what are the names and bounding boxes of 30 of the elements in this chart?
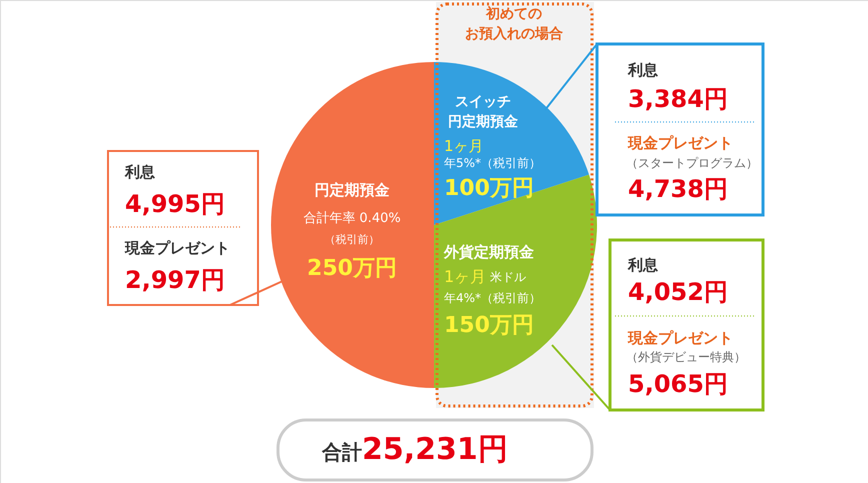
text: 1ヶ月 bbox=[444, 137, 484, 155]
text: 合計 bbox=[321, 440, 362, 464]
text: 5,065円 bbox=[628, 370, 728, 398]
text: 4,738円 bbox=[628, 175, 728, 203]
text: 3,384円 bbox=[628, 85, 728, 113]
slice-label: 円定期預金 bbox=[314, 181, 390, 199]
text: 利息 bbox=[627, 61, 659, 79]
text: 4,995円 bbox=[125, 190, 225, 218]
text: 現金プレゼント bbox=[124, 239, 230, 257]
text: 現金プレゼント bbox=[627, 329, 733, 347]
slice-label: スイッチ円定期預金 bbox=[448, 94, 519, 130]
text: 年4%*（税引前） bbox=[444, 291, 542, 305]
text: 1ヶ月 bbox=[444, 267, 486, 286]
text: 利息 bbox=[627, 256, 659, 274]
data-label: 150万円 bbox=[444, 313, 534, 338]
text: 現金プレゼント bbox=[627, 134, 733, 152]
text: 年5%*（税引前） bbox=[444, 156, 542, 170]
data-label: 100万円 bbox=[444, 176, 534, 201]
text: 2,997円 bbox=[125, 266, 225, 294]
data-label: 250万円 bbox=[307, 256, 397, 281]
text: 米ドル bbox=[490, 270, 526, 284]
slice-label: 外貨定期預金 bbox=[443, 243, 534, 261]
text: （外貨デビュー特典） bbox=[626, 350, 746, 364]
text: 25,231円 bbox=[362, 432, 508, 467]
text: 合計年率 0.40% bbox=[303, 210, 401, 226]
text: 4,052円 bbox=[628, 278, 728, 306]
text: 利息 bbox=[124, 163, 156, 181]
text: 初めてのお預入れの場合 bbox=[465, 5, 563, 42]
text: （税引前） bbox=[324, 233, 380, 246]
text: （スタートプログラム） bbox=[626, 156, 758, 170]
